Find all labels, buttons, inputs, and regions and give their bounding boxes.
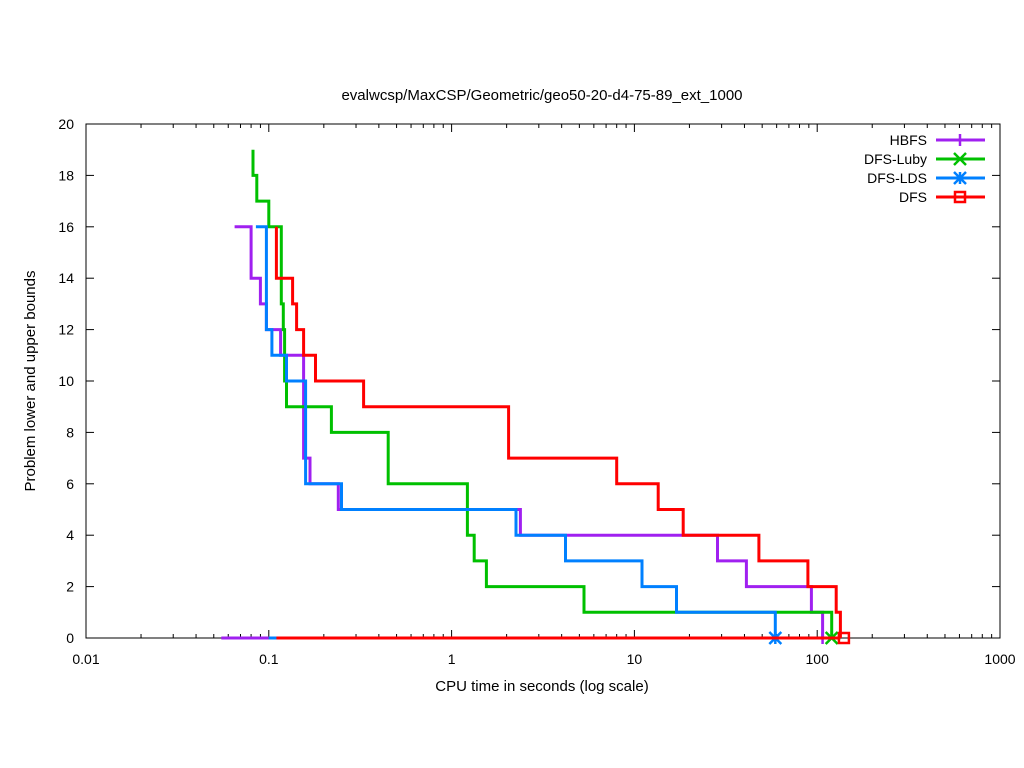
chart-title: evalwcsp/MaxCSP/Geometric/geo50-20-d4-75…	[341, 87, 742, 104]
y-tick-label: 12	[58, 322, 74, 338]
axes: 0 2 4 6 8 10 12 14 16 18 20 0.01 0.1 1 10 100 1000	[58, 116, 1015, 667]
series-group	[221, 149, 851, 645]
x-tick-label: 1	[448, 651, 456, 667]
legend-label-dfs-luby: DFS-Luby	[864, 151, 927, 167]
y-tick-label: 2	[66, 579, 74, 595]
legend-marker-dfs	[953, 190, 967, 204]
x-tick-label: 0.01	[72, 651, 99, 667]
y-tick-label: 6	[66, 476, 74, 492]
series-upper-dfs	[274, 226, 842, 638]
y-tick-label: 16	[58, 219, 74, 235]
legend-marker-hbfs	[954, 134, 966, 146]
y-axis-label: Problem lower and upper bounds	[22, 271, 39, 492]
y-tick-label: 10	[58, 373, 74, 389]
legend: HBFS DFS-Luby DFS-LDS DFS	[864, 132, 985, 205]
y-tick-label: 20	[58, 116, 74, 132]
x-tick-label: 100	[806, 651, 830, 667]
x-tick-label: 0.1	[259, 651, 279, 667]
legend-label-hbfs: HBFS	[890, 132, 927, 148]
y-tick-label: 0	[66, 630, 74, 646]
series-upper-hbfs	[234, 225, 825, 638]
y-tick-label: 18	[58, 167, 74, 183]
x-tick-label: 1000	[984, 651, 1015, 667]
y-tick-label: 4	[66, 527, 74, 543]
series-marker-dfs	[837, 631, 851, 645]
legend-label-dfs-lds: DFS-LDS	[867, 170, 927, 186]
y-tick-label: 8	[66, 424, 74, 440]
x-axis-label: CPU time in seconds (log scale)	[435, 678, 648, 695]
plot-frame	[85, 123, 1001, 639]
x-tick-label: 10	[627, 651, 643, 667]
y-tick-label: 14	[58, 270, 74, 286]
legend-marker-dfs-lds	[953, 171, 967, 185]
series-upper-dfs-luby	[251, 149, 834, 638]
legend-label-dfs: DFS	[899, 189, 927, 205]
series-upper-dfs-lds	[255, 225, 777, 638]
legend-marker-dfs-luby	[953, 152, 967, 166]
